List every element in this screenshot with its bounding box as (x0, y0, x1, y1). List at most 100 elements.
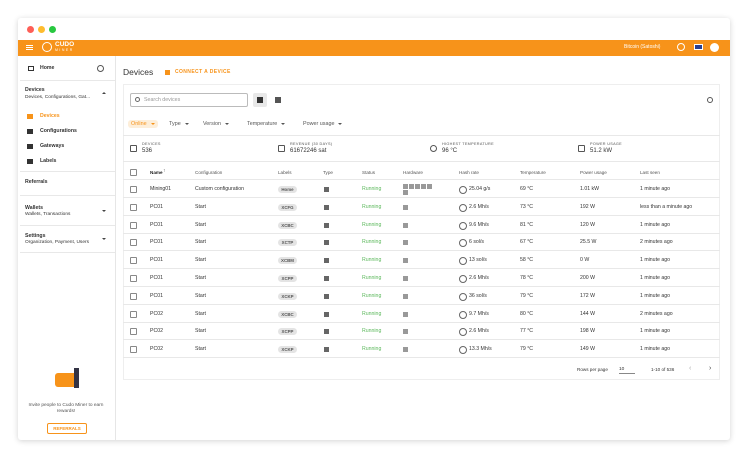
devices-section[interactable]: Devices (25, 87, 45, 93)
status: Running (362, 203, 382, 210)
row-checkbox[interactable] (130, 221, 137, 229)
logo-icon (42, 42, 52, 52)
status: Running (362, 328, 382, 335)
device-name[interactable]: Mining01 (150, 186, 172, 192)
device-name[interactable]: PC01 (150, 203, 163, 210)
wallets-section[interactable]: Wallets (25, 205, 43, 211)
power-usage: 25.5 W (580, 239, 597, 246)
column-header: Power usage (580, 170, 607, 175)
hardware-icon (403, 204, 408, 210)
account-icon[interactable] (710, 43, 719, 52)
rows-per-page-label: Rows per page (577, 367, 608, 372)
stat-label: REVENUE (30 DAYS) (290, 142, 333, 146)
hash-icon (459, 346, 467, 355)
currency[interactable]: Bitcoin (Satoshi) (624, 44, 661, 50)
status: Running (362, 275, 382, 281)
hash-rate: 2.6 Mh/s (469, 275, 489, 281)
row-divider (123, 197, 720, 198)
device-name[interactable]: PC02 (150, 310, 163, 317)
search-box[interactable] (130, 93, 248, 107)
last-seen: less than a minute ago (640, 203, 693, 210)
last-seen: 1 minute ago (640, 186, 670, 192)
hardware-icon (409, 184, 414, 189)
referrals-button[interactable]: REFERRALS (47, 423, 87, 434)
stat-icon (278, 145, 285, 152)
help-icon[interactable] (677, 43, 685, 51)
column-header: Hardware (403, 170, 423, 175)
collapse-icon[interactable] (102, 92, 106, 94)
grid-view[interactable] (275, 97, 281, 103)
filter[interactable]: Power usage (303, 120, 343, 128)
row-checkbox[interactable] (130, 346, 137, 354)
next-page[interactable]: › (709, 365, 712, 372)
row-checkbox[interactable] (130, 292, 137, 300)
menu-icon[interactable] (26, 45, 33, 46)
temperature: 80 °C (520, 310, 534, 317)
close-dot[interactable] (27, 26, 34, 33)
row-checkbox[interactable] (130, 257, 137, 265)
type-icon (324, 222, 329, 228)
home-link[interactable]: Home (40, 65, 55, 71)
device-name[interactable]: PC02 (150, 328, 163, 335)
refresh-icon[interactable] (707, 97, 713, 103)
device-name[interactable]: PC01 (150, 221, 163, 228)
temperature: 73 °C (520, 203, 534, 210)
type-icon (324, 311, 329, 317)
maximize-dot[interactable] (49, 26, 56, 33)
device-name[interactable]: PC01 (150, 275, 163, 281)
row-checkbox[interactable] (130, 239, 137, 247)
wallets-subtitle: Wallets, Transactions (25, 212, 71, 217)
connect-button[interactable]: CONNECT A DEVICE (175, 69, 231, 75)
row-checkbox[interactable] (130, 186, 137, 193)
column-header: Temperature (520, 170, 546, 175)
label-chip: XCKP (278, 292, 297, 300)
column-header[interactable]: Name (150, 170, 163, 175)
sidebar-item[interactable]: Labels (40, 158, 57, 164)
status: Running (362, 346, 382, 353)
label-chip: XCFG (278, 203, 297, 211)
row-checkbox[interactable] (130, 310, 137, 318)
type-icon (324, 258, 329, 264)
flag-icon[interactable] (694, 44, 703, 50)
filter-caret (150, 122, 155, 125)
power-usage: 192 W (580, 203, 595, 210)
select-all[interactable] (130, 169, 137, 176)
filter[interactable]: Type (169, 120, 189, 128)
device-name[interactable]: PC01 (150, 239, 163, 246)
temperature: 58 °C (520, 257, 534, 264)
referrals-link[interactable]: Referrals (25, 179, 48, 185)
hardware-icon (403, 311, 408, 317)
rows-per-page-select[interactable]: 10 (619, 366, 635, 374)
expand-icon[interactable] (102, 238, 106, 240)
power-usage: 172 W (580, 292, 595, 299)
sidebar-item[interactable]: Devices (40, 113, 60, 119)
hash-rate: 9.7 Mh/s (469, 310, 489, 317)
label-chip: XCPP (278, 275, 297, 282)
minimize-dot[interactable] (38, 26, 45, 33)
filter[interactable]: Version (203, 120, 229, 128)
hash-icon (459, 328, 467, 337)
settings-section[interactable]: Settings (25, 233, 46, 239)
stat-value: 51.2 kW (590, 148, 613, 154)
device-name[interactable]: PC01 (150, 257, 163, 264)
configuration: Start (195, 203, 206, 210)
last-seen: 2 minutes ago (640, 239, 673, 246)
row-divider (123, 321, 720, 323)
row-checkbox[interactable] (130, 328, 137, 336)
hash-rate: 2.6 Mh/s (469, 328, 489, 335)
hash-rate: 13.3 Mh/s (469, 346, 492, 353)
filter[interactable]: Online (128, 120, 158, 128)
filter-caret (338, 122, 343, 125)
row-checkbox[interactable] (130, 203, 137, 211)
column-header: Labels (278, 170, 292, 175)
row-checkbox[interactable] (130, 275, 137, 282)
settings-icon[interactable] (97, 65, 104, 72)
filter[interactable]: Temperature (247, 120, 286, 128)
device-name[interactable]: PC02 (150, 346, 163, 353)
prev-page[interactable]: ‹ (689, 365, 692, 372)
divider (123, 161, 720, 162)
sidebar-item[interactable]: Configurations (40, 128, 77, 134)
device-name[interactable]: PC01 (150, 292, 163, 299)
sidebar-item[interactable]: Gateways (40, 143, 65, 149)
expand-icon[interactable] (102, 210, 106, 212)
